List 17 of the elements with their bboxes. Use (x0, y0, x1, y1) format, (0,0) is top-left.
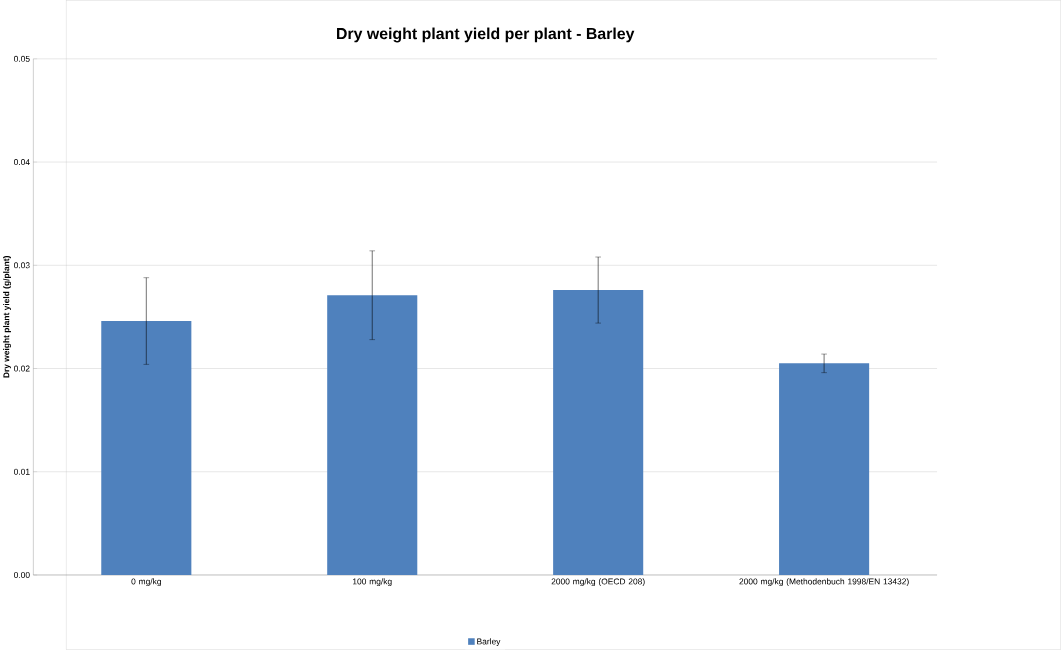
y-tick-label: 0.03 (13, 262, 30, 269)
y-axis-title: Dry weight plant yield (g/plant) (3, 256, 12, 378)
y-tick-label: 0.04 (13, 159, 30, 166)
x-tick-label: 0 mg/kg (131, 578, 161, 587)
x-tick-label: 2000 mg/kg (OECD 208) (551, 578, 645, 587)
bar (101, 321, 192, 576)
bar (327, 295, 418, 576)
y-tick-label: 0.00 (13, 572, 30, 579)
legend-label: Barley (477, 638, 501, 647)
bar (779, 363, 870, 576)
y-tick-label: 0.02 (13, 365, 30, 372)
x-tick-label: 100 mg/kg (353, 578, 392, 587)
chart-title: Dry weight plant yield per plant - Barley (337, 27, 635, 43)
y-tick-label: 0.01 (13, 468, 30, 475)
y-tick-label: 0.05 (13, 55, 30, 62)
x-tick-label: 2000 mg/kg (Methodenbuch 1998/EN 13432) (739, 578, 909, 587)
bar (553, 290, 644, 576)
